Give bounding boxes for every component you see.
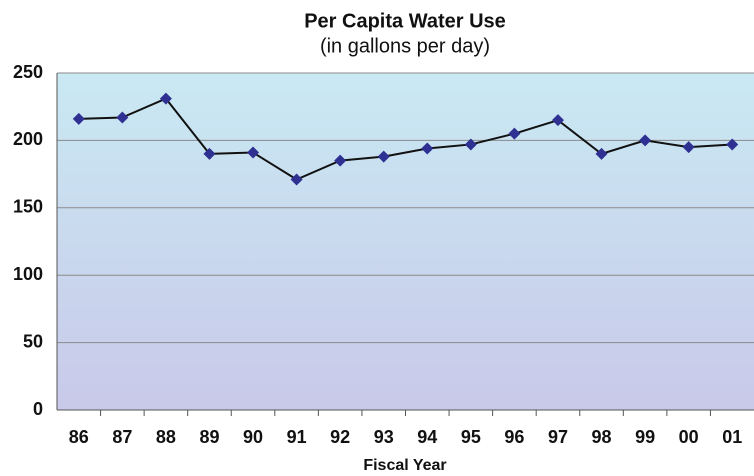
data-marker (72, 112, 85, 125)
y-tick-label: 50 (23, 331, 43, 351)
x-tick-label: 94 (417, 427, 437, 447)
plot-area (57, 73, 754, 410)
x-tick-label: 92 (330, 427, 350, 447)
chart-title: Per Capita Water Use (304, 10, 506, 32)
x-tick-label: 01 (722, 427, 742, 447)
chart-subtitle: (in gallons per day) (320, 35, 490, 57)
data-marker (247, 146, 260, 159)
y-tick-label: 200 (13, 129, 43, 149)
data-marker (159, 92, 172, 105)
y-tick-label: 150 (13, 197, 43, 217)
x-tick-label: 88 (156, 427, 176, 447)
x-tick-label: 93 (374, 427, 394, 447)
data-marker (551, 114, 564, 127)
data-marker (726, 138, 739, 151)
data-marker (508, 127, 521, 140)
y-tick-label: 100 (13, 264, 43, 284)
data-marker (203, 147, 216, 160)
data-marker (377, 150, 390, 163)
data-marker (639, 134, 652, 147)
data-marker (682, 141, 695, 154)
x-tick-label: 86 (69, 427, 89, 447)
x-tick-label: 87 (112, 427, 132, 447)
x-tick-label: 98 (592, 427, 612, 447)
data-marker (464, 138, 477, 151)
x-tick-label: 89 (199, 427, 219, 447)
data-marker (595, 147, 608, 160)
data-line (78, 97, 733, 181)
x-tick-label: 00 (679, 427, 699, 447)
x-tick-label: 97 (548, 427, 568, 447)
data-marker (334, 154, 347, 167)
x-tick-label: 96 (504, 427, 524, 447)
data-marker (116, 111, 129, 124)
x-tick-label: 95 (461, 427, 481, 447)
data-marker (421, 142, 434, 155)
x-tick-label: 99 (635, 427, 655, 447)
x-axis-label: Fiscal Year (363, 457, 446, 474)
y-tick-label: 250 (13, 62, 43, 82)
x-tick-label: 91 (287, 427, 307, 447)
x-tick-label: 90 (243, 427, 263, 447)
y-tick-label: 0 (33, 399, 43, 419)
data-marker (290, 173, 303, 186)
